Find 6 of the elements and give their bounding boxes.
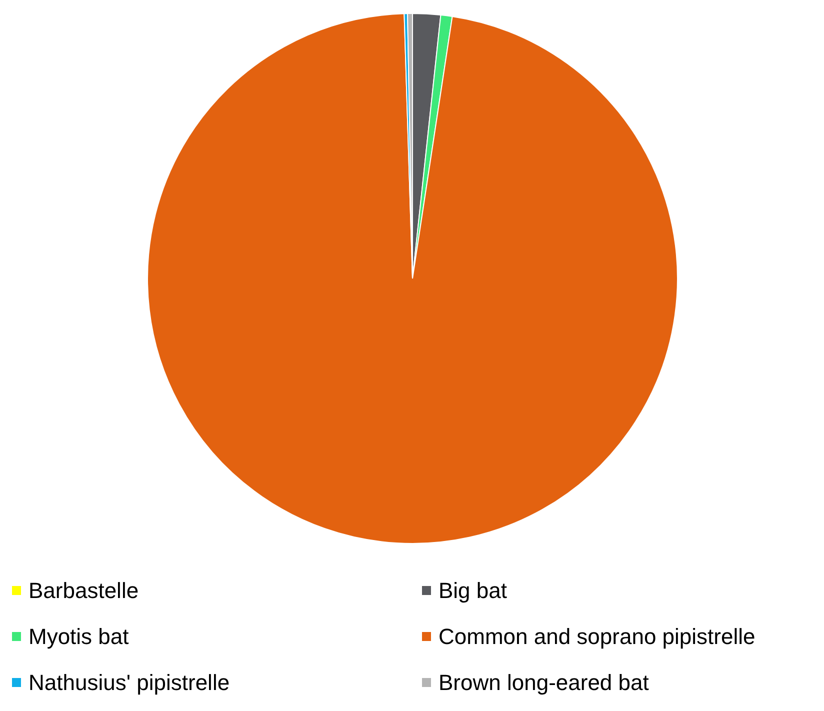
legend-label: Brown long-eared bat (438, 670, 649, 695)
legend-label: Barbastelle (28, 578, 139, 603)
legend-label: Nathusius' pipistrelle (28, 670, 230, 695)
legend-label: Big bat (438, 578, 507, 603)
legend-label: Common and soprano pipistrelle (438, 624, 756, 649)
legend-label: Myotis bat (28, 624, 129, 649)
